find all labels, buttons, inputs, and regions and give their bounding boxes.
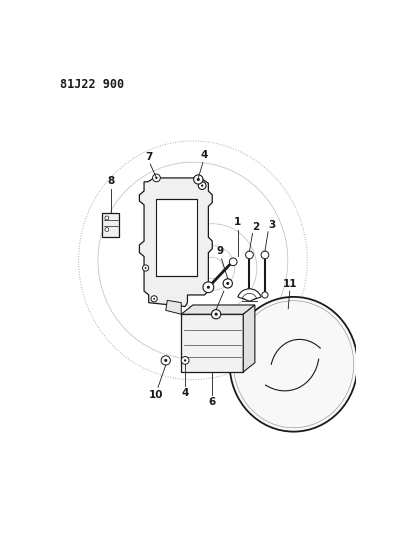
Circle shape (181, 357, 189, 364)
Text: 1: 1 (234, 217, 242, 227)
Text: 9: 9 (217, 246, 224, 256)
Circle shape (145, 267, 147, 269)
Circle shape (164, 359, 167, 362)
Circle shape (198, 182, 206, 189)
Circle shape (223, 279, 232, 288)
Circle shape (153, 298, 155, 300)
Circle shape (152, 174, 160, 182)
Circle shape (161, 356, 170, 365)
Circle shape (201, 184, 203, 187)
Wedge shape (242, 294, 257, 301)
Text: 8: 8 (107, 175, 114, 185)
Circle shape (105, 216, 109, 220)
Circle shape (203, 282, 214, 293)
Polygon shape (139, 178, 212, 306)
Bar (156, 199, 197, 276)
Text: 4: 4 (181, 388, 189, 398)
Text: 81J22 900: 81J22 900 (60, 78, 124, 91)
Text: 4: 4 (201, 150, 208, 160)
Wedge shape (238, 289, 261, 301)
Text: 10: 10 (148, 390, 163, 400)
Text: 2: 2 (253, 222, 260, 232)
Circle shape (261, 251, 269, 259)
Circle shape (151, 296, 157, 302)
Circle shape (184, 359, 186, 361)
Polygon shape (181, 305, 255, 314)
Circle shape (207, 286, 210, 289)
Circle shape (229, 258, 237, 265)
Text: 5: 5 (224, 279, 231, 289)
Bar (181, 314, 243, 372)
Circle shape (194, 175, 203, 184)
Ellipse shape (230, 297, 358, 432)
Circle shape (226, 282, 229, 285)
Circle shape (143, 265, 149, 271)
Text: 11: 11 (282, 279, 297, 289)
Text: 7: 7 (145, 152, 152, 161)
Circle shape (246, 251, 253, 259)
Circle shape (215, 313, 218, 316)
Circle shape (262, 292, 268, 298)
Text: 3: 3 (268, 220, 275, 230)
Circle shape (211, 310, 221, 319)
Circle shape (197, 178, 200, 181)
Bar (102, 213, 119, 237)
Polygon shape (166, 301, 181, 314)
Circle shape (155, 177, 158, 179)
Polygon shape (243, 305, 255, 372)
Text: 6: 6 (209, 398, 216, 407)
Circle shape (105, 228, 109, 231)
